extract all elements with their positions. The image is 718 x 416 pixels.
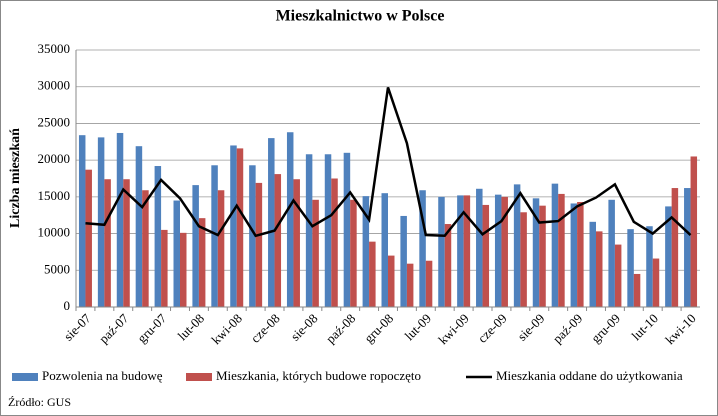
legend-label: Mieszkania, których budowe ropoczęto [216,368,421,383]
bar [268,138,275,307]
bar [116,132,124,307]
bar [85,169,92,307]
bar [596,231,603,307]
y-tick-label: 35000 [38,41,71,56]
bar [690,156,698,307]
bar [406,263,414,307]
y-tick-label: 20000 [38,151,71,166]
bar [520,212,527,307]
bar [513,184,521,307]
bar [192,185,199,307]
bar [532,198,540,307]
bar [684,188,691,307]
y-axis-label: Liczba mieszkań [8,128,23,228]
y-tick-label: 5000 [44,261,70,276]
y-tick-label: 10000 [38,225,71,240]
legend-swatch [12,373,38,381]
bar [123,179,130,307]
bar [608,199,615,307]
bar [173,200,180,307]
bar [425,260,433,307]
bar [633,273,641,307]
bar [305,154,313,307]
bar [286,132,294,307]
bar [135,146,143,307]
bar [577,201,584,307]
bar [539,205,546,307]
bar [671,188,679,307]
bar [274,174,282,307]
y-tick-label: 25000 [38,114,71,129]
bar [476,188,483,307]
bar [180,232,187,307]
bar [350,199,357,307]
bar [230,145,237,307]
bar [438,196,445,307]
bar [142,190,149,307]
bar [665,206,672,307]
bar [211,165,218,307]
legend-label: Pozwolenia na budowę [42,368,163,383]
bar [558,193,565,307]
bar [331,178,338,307]
y-tick-label: 30000 [38,78,71,93]
bar [236,148,244,307]
legend-swatch [186,373,212,381]
bar [161,229,168,307]
bar [104,179,111,307]
bar [154,166,162,307]
bar [589,221,596,307]
bar [369,241,376,307]
bar [627,229,634,307]
y-tick-label: 0 [64,298,71,313]
bar [652,258,660,307]
bar [614,244,622,307]
bar [457,195,464,307]
bar [78,135,86,307]
bar [255,182,263,307]
bar [482,204,490,307]
bar [463,195,471,307]
bar [501,196,508,307]
legend-label: Mieszkania oddane do użytkowania [496,368,683,383]
bar [388,255,395,307]
bar [381,193,388,307]
bar [217,190,225,307]
bar [312,199,319,307]
bar [444,224,452,307]
bar [646,226,653,307]
bar [249,165,256,307]
bar [551,183,559,307]
bar [419,190,426,307]
bar [97,137,105,307]
line-series [85,87,692,238]
bar [494,194,502,307]
bar [343,152,351,307]
y-tick-label: 15000 [38,188,71,203]
bar [362,196,370,307]
bar [198,218,206,307]
chart-title: Mieszkalnictwo w Polsce [276,8,445,25]
bar [570,203,578,307]
bar [293,179,300,307]
source-note: Źródło: GUS [8,395,71,409]
bar [324,154,332,307]
bar [400,215,407,307]
